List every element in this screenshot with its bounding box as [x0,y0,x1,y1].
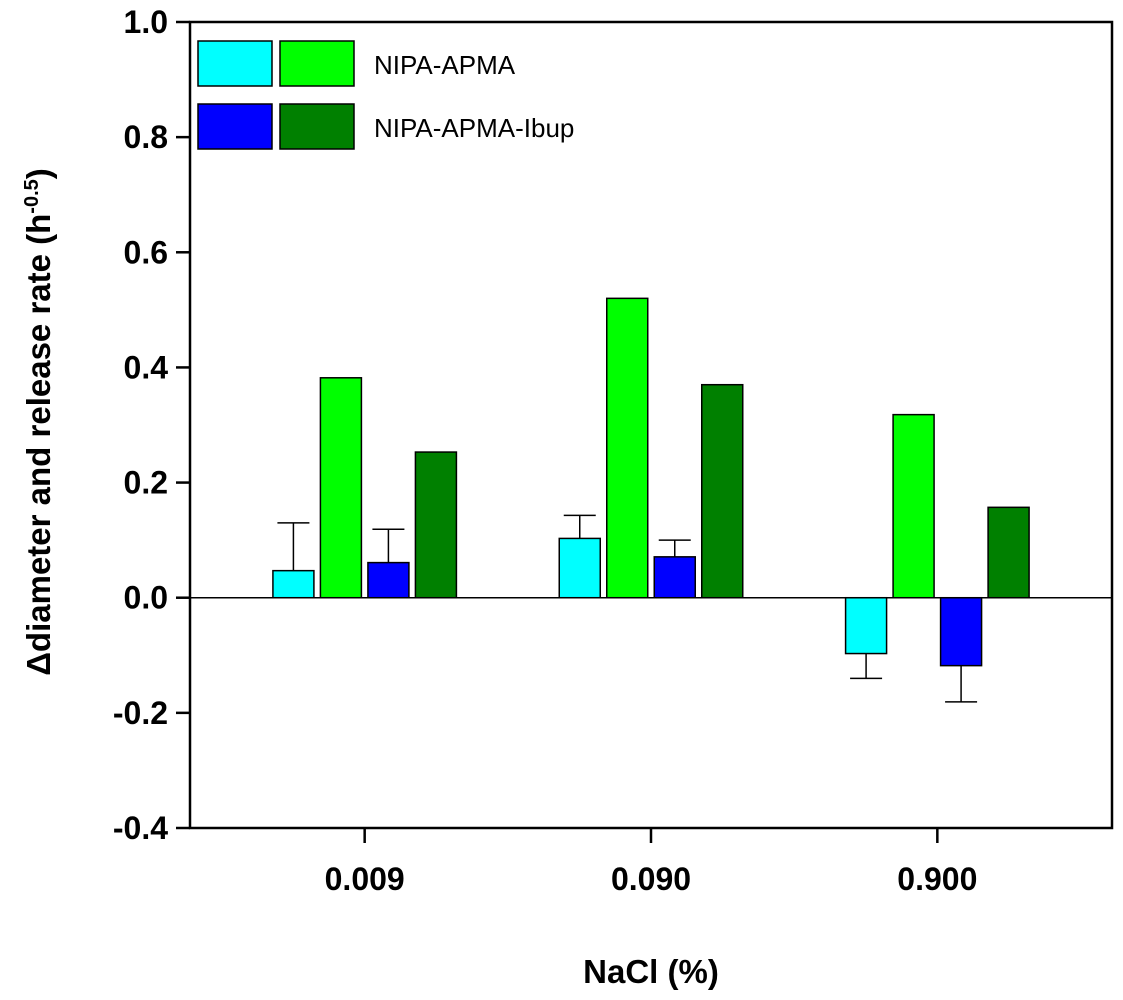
x-tick-label: 0.009 [325,861,405,897]
bar [844,596,888,655]
y-tick-label: 0.0 [124,580,168,616]
bar [367,561,410,599]
y-axis-title: Δdiameter and release rate (h-0.5) [20,168,57,676]
legend-swatch [197,103,273,150]
x-axis-ticks: 0.009 0.090 0.900 [325,828,977,897]
error-bars-layer [277,514,978,703]
y-tick-label: -0.2 [113,695,168,731]
y-axis-title-exponent: -0.5 [21,179,43,213]
legend-label: NIPA-APMA-Ibup [374,113,574,143]
bar [653,556,696,599]
x-axis-title: NaCl (%) [583,953,719,990]
bar [414,451,458,599]
legend: NIPA-APMA NIPA-APMA-Ibup [197,40,574,150]
y-tick-label: 0.8 [124,119,168,155]
bar [892,413,935,599]
y-axis-ticks: -0.4 -0.2 0.0 0.2 0.4 0.6 0.8 1.0 [113,4,190,846]
legend-swatch [279,40,355,87]
bar [558,537,601,599]
bar [272,569,315,599]
y-tick-label: 1.0 [124,4,168,40]
bars-layer [272,297,1030,667]
y-tick-label: 0.4 [124,349,169,385]
legend-swatch [279,103,355,150]
y-tick-label: 0.6 [124,234,168,270]
bar [939,596,983,667]
legend-swatch [197,40,273,87]
x-tick-label: 0.090 [611,861,691,897]
y-tick-label: -0.4 [113,810,168,846]
y-axis-title-close: ) [20,168,57,179]
bar [701,383,744,599]
legend-label: NIPA-APMA [374,50,516,80]
bar [319,377,363,599]
bar [987,506,1030,599]
y-tick-label: 0.2 [124,465,168,501]
y-axis-title-main: Δdiameter and release rate (h [20,214,57,676]
bar [606,297,649,599]
x-tick-label: 0.900 [897,861,977,897]
